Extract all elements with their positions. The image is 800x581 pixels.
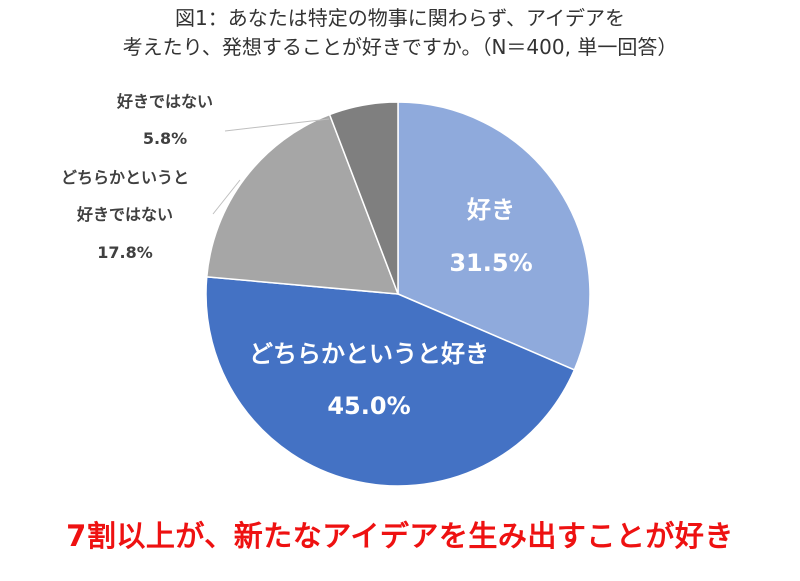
slice-2-name-label: どちらかというと好き	[249, 340, 489, 368]
slice-3-leader-line	[212, 179, 241, 215]
slice-3-name-label-line-1: どちらかというと	[61, 168, 189, 187]
slice-3-wedge	[205, 113, 400, 295]
slice-4-leader-line	[224, 118, 330, 132]
slice-1-wedge	[397, 101, 591, 371]
chart-title-line-1: 図1：あなたは特定の物事に関わらず、アイデアを	[175, 6, 625, 30]
slice-2-wedge	[205, 276, 576, 487]
slice-1-value-label: 31.5%	[449, 249, 532, 277]
headline: 7割以上が、新たなアイデアを生み出すことが好き	[66, 519, 734, 553]
slice-4-name-label-line-1: 好きではない	[116, 92, 213, 111]
chart-title: 図1：あなたは特定の物事に関わらず、アイデアを 考えたり、発想することが好きです…	[0, 4, 800, 62]
slice-3-name-label-line-2: 好きではない	[76, 205, 173, 224]
slice-4-value-label: 5.8%	[143, 129, 187, 148]
slice-4-wedge	[328, 101, 399, 295]
slice-2-value-label: 45.0%	[327, 392, 410, 420]
chart-title-line-2: 考えたり、発想することが好きですか。（N＝400, 単一回答）	[122, 35, 678, 59]
slice-3-value-label: 17.8%	[97, 243, 153, 262]
slice-1-name-label: 好き	[466, 196, 515, 224]
